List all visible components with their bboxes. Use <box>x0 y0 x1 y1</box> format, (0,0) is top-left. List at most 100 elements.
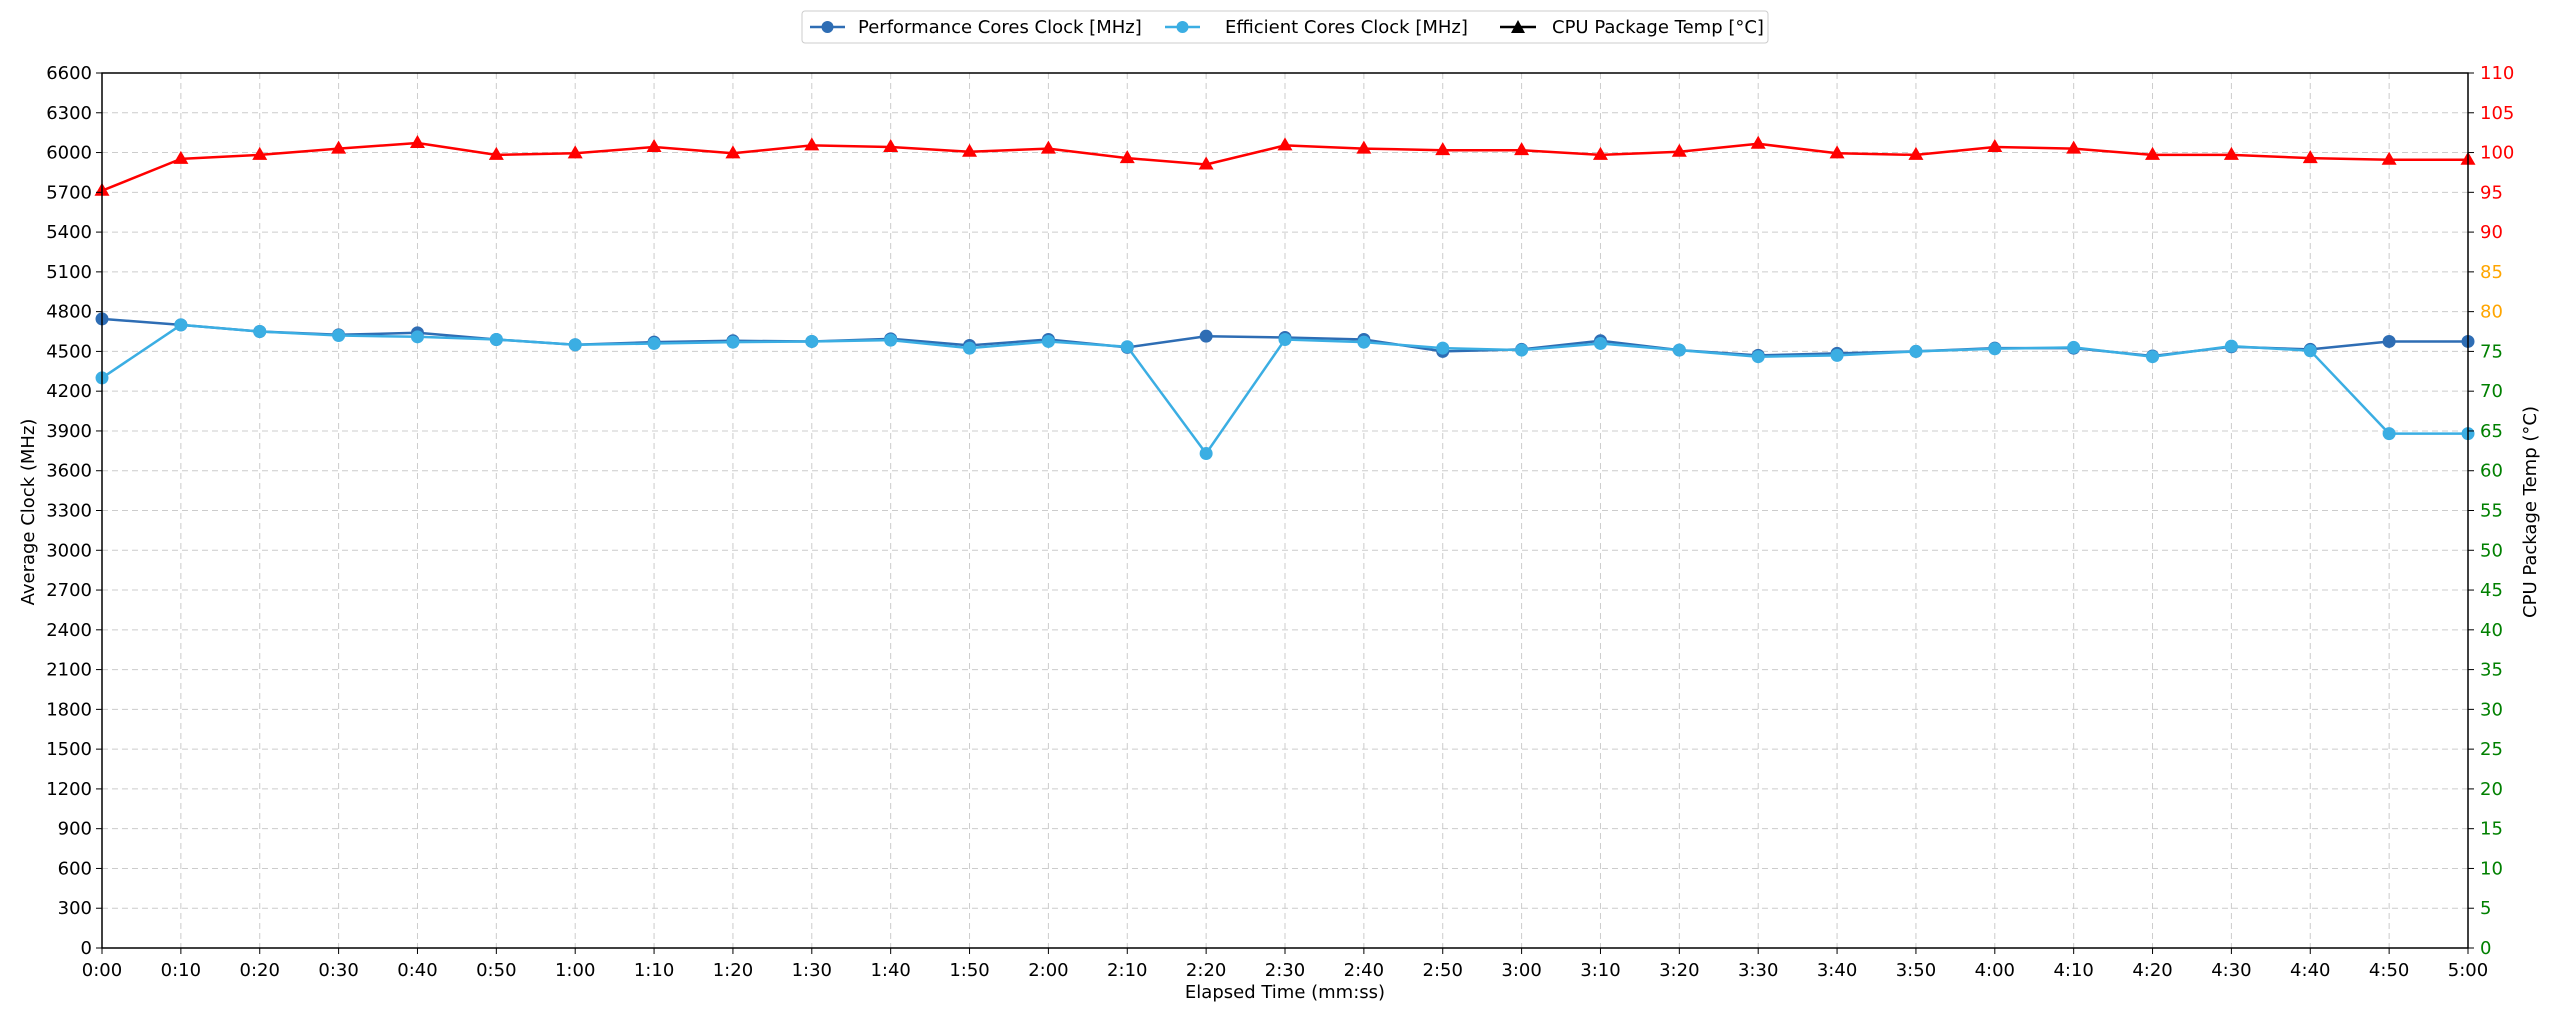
data-point <box>332 329 346 342</box>
data-point <box>1199 329 1213 343</box>
data-point <box>174 318 188 332</box>
x-axis-title: Elapsed Time (mm:ss) <box>1185 982 1385 1003</box>
y2-tick-label: 60 <box>2480 461 2503 482</box>
y-tick-label: 0 <box>81 938 92 959</box>
x-tick-label: 1:50 <box>949 960 989 981</box>
x-tick-label: 0:50 <box>476 960 516 981</box>
x-tick-label: 4:00 <box>1975 960 2015 981</box>
data-point <box>1435 142 1451 156</box>
x-tick-label: 2:30 <box>1265 960 1305 981</box>
x-tick-label: 2:10 <box>1107 960 1147 981</box>
data-point <box>1357 335 1371 349</box>
y2-tick-label: 55 <box>2480 501 2503 522</box>
x-tick-label: 3:20 <box>1659 960 1699 981</box>
legend-marker-efficient <box>1176 21 1189 33</box>
data-point <box>962 143 978 157</box>
y2-tick-label: 35 <box>2480 660 2503 681</box>
data-point <box>410 330 424 344</box>
y-tick-label: 5100 <box>46 262 92 283</box>
x-tick-label: 3:00 <box>1501 960 1541 981</box>
x-tick-label: 4:10 <box>2053 960 2093 981</box>
x-tick-label: 3:40 <box>1817 960 1857 981</box>
legend-item-performance: Performance Cores Clock [MHz] <box>810 17 1142 38</box>
data-point <box>1751 350 1765 364</box>
data-point <box>1120 340 1134 354</box>
y-tick-label: 1500 <box>46 739 92 760</box>
legend-item-temp: CPU Package Temp [°C] <box>1500 17 1764 38</box>
data-point <box>1829 145 1845 159</box>
y2-tick-label: 5 <box>2480 898 2491 919</box>
y2-tick-label: 100 <box>2480 143 2514 164</box>
y2-tick-label: 65 <box>2480 421 2503 442</box>
y2-tick-label: 70 <box>2480 381 2503 402</box>
legend-label-efficient: Efficient Cores Clock [MHz] <box>1225 17 1468 38</box>
y-axis-left-title: Average Clock (MHz) <box>18 419 39 606</box>
y-tick-label: 6000 <box>46 143 92 164</box>
data-point <box>489 332 503 346</box>
data-point <box>331 140 347 154</box>
x-tick-label: 3:50 <box>1896 960 1936 981</box>
data-point <box>2223 146 2239 160</box>
x-tick-label: 0:10 <box>161 960 201 981</box>
data-point <box>883 138 899 152</box>
y2-tick-label: 95 <box>2480 182 2503 203</box>
data-point <box>805 334 819 348</box>
data-point <box>488 146 504 160</box>
x-tick-label: 1:10 <box>634 960 674 981</box>
data-point <box>2302 150 2318 164</box>
x-tick-label: 3:10 <box>1580 960 1620 981</box>
series-2 <box>94 135 2476 196</box>
x-tick-label: 4:50 <box>2369 960 2409 981</box>
series-1 <box>95 318 2475 460</box>
data-point <box>2303 344 2317 358</box>
data-point <box>2382 427 2396 441</box>
data-point <box>567 145 583 159</box>
data-point <box>726 335 740 349</box>
y2-tick-label: 90 <box>2480 222 2503 243</box>
data-point <box>1592 146 1608 160</box>
data-point <box>1909 344 1923 358</box>
y-tick-label: 2100 <box>46 660 92 681</box>
data-point <box>963 341 977 355</box>
x-tick-label: 1:40 <box>870 960 910 981</box>
y2-tick-label: 75 <box>2480 341 2503 362</box>
y2-tick-label: 110 <box>2480 63 2514 84</box>
y2-tick-label: 0 <box>2480 938 2491 959</box>
data-point <box>2224 339 2238 353</box>
y-tick-label: 1200 <box>46 779 92 800</box>
data-point <box>1277 137 1293 151</box>
x-tick-label: 2:00 <box>1028 960 1068 981</box>
y-tick-label: 3000 <box>46 540 92 561</box>
series-layer <box>94 135 2476 460</box>
x-tick-label: 3:30 <box>1738 960 1778 981</box>
data-point <box>252 146 268 160</box>
y2-tick-label: 45 <box>2480 580 2503 601</box>
data-point <box>1119 150 1135 164</box>
x-tick-label: 0:40 <box>397 960 437 981</box>
x-tick-label: 2:50 <box>1423 960 1463 981</box>
y2-tick-label: 105 <box>2480 103 2514 124</box>
x-tick-label: 0:00 <box>82 960 122 981</box>
y-tick-label: 3600 <box>46 461 92 482</box>
data-point <box>2067 340 2081 354</box>
data-point <box>647 336 661 350</box>
y-tick-label: 6300 <box>46 103 92 124</box>
data-point <box>884 333 898 347</box>
x-tick-label: 0:30 <box>318 960 358 981</box>
data-point <box>1041 334 1055 348</box>
x-axis-ticks: 0:00 0:10 0:20 0:30 0:40 0:50 1:00 1:10 1:20 1:30… <box>82 948 2488 981</box>
data-point <box>409 135 425 148</box>
y-tick-label: 1800 <box>46 699 92 720</box>
data-point <box>568 338 582 352</box>
y-tick-label: 4800 <box>46 302 92 323</box>
y2-tick-label: 40 <box>2480 620 2503 641</box>
y2-tick-label: 10 <box>2480 858 2503 879</box>
data-point <box>1830 348 1844 362</box>
y2-tick-label: 50 <box>2480 540 2503 561</box>
y-tick-label: 300 <box>58 898 92 919</box>
y2-tick-label: 15 <box>2480 819 2503 840</box>
y-axis-right-ticks: 0 5 10 15 20 25 30 35 40 45 50 55 60 65 70 75 80 85 90 95 10… <box>2468 63 2514 959</box>
y-tick-label: 5700 <box>46 182 92 203</box>
